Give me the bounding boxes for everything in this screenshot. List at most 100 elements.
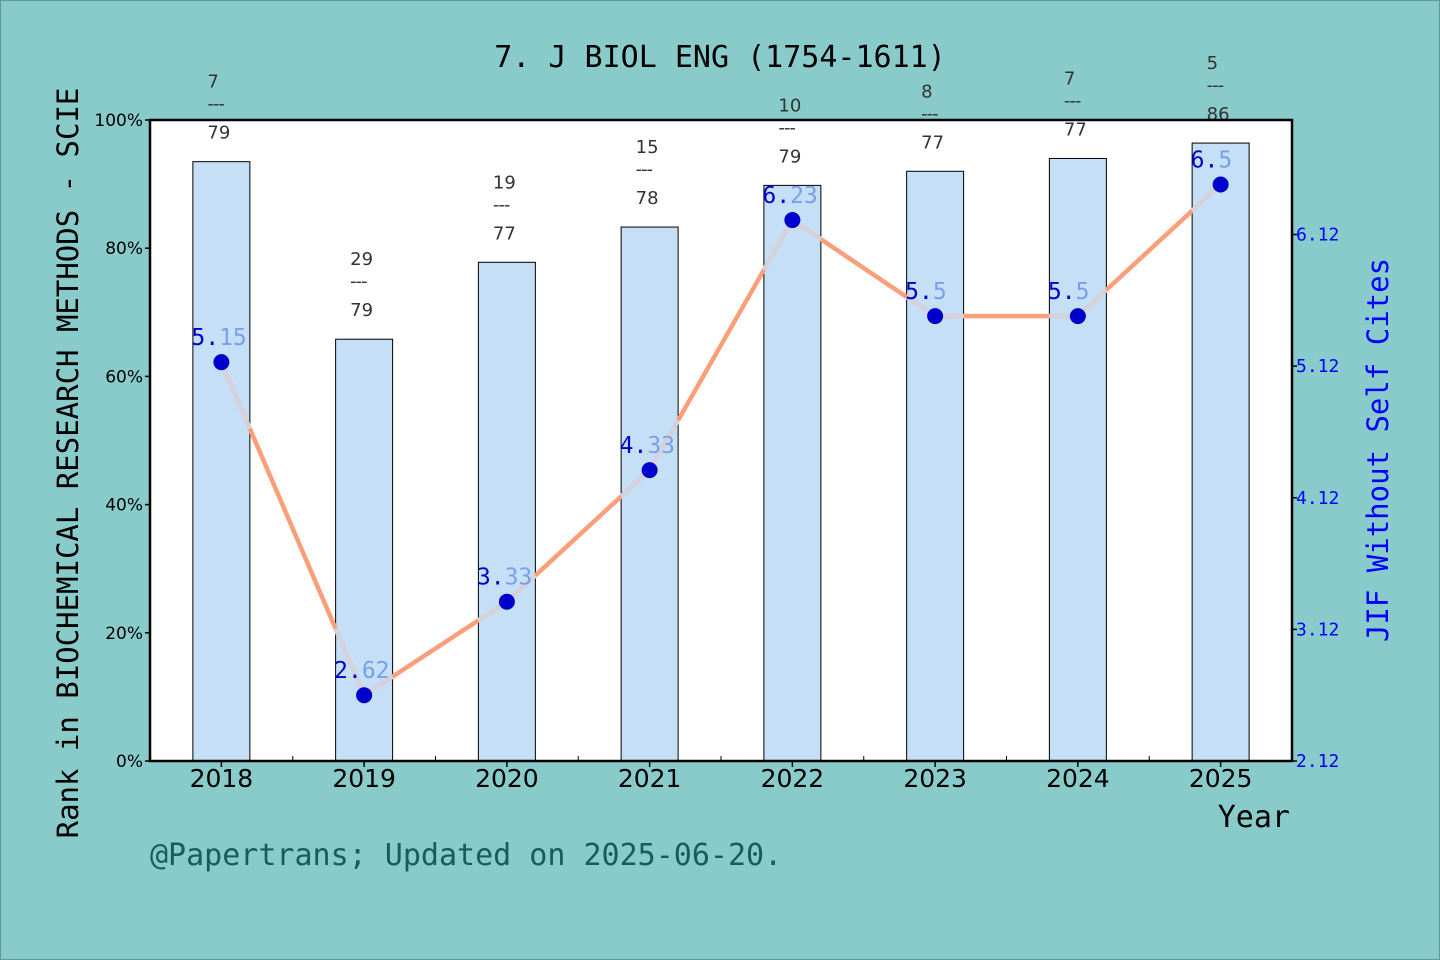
x-axis-label: Year xyxy=(1218,800,1290,835)
right-axis: 2.12 3.12 4.12 5.12 6.12 xyxy=(1292,225,1339,772)
jif-value-label: 5.5 xyxy=(905,279,947,305)
jif-line-overlap xyxy=(222,369,231,380)
left-tick-label: 60% xyxy=(105,367,143,387)
jif-line-overlap xyxy=(908,297,915,304)
jif-line-overlap xyxy=(237,402,245,414)
jif-line-overlap xyxy=(916,302,923,309)
jif-line-overlap xyxy=(816,234,823,242)
x-tick-label: 2018 xyxy=(190,764,254,793)
jif-line-overlap xyxy=(512,590,520,597)
x-tick-label: 2025 xyxy=(1189,764,1253,793)
rank-number: 19 xyxy=(493,172,516,193)
jif-line-overlap xyxy=(923,307,930,314)
jif-line-overlap xyxy=(377,681,384,688)
jif-line-overlap xyxy=(373,683,380,691)
jif-line-overlap xyxy=(808,230,816,237)
rank-total: 79 xyxy=(207,123,230,144)
rank-number: 15 xyxy=(636,137,659,158)
jif-line-overlap xyxy=(637,475,645,482)
left-tick-label: 20% xyxy=(105,624,143,644)
jif-line-overlap xyxy=(633,478,641,485)
jif-line-overlap xyxy=(1101,288,1108,295)
jif-line-overlap xyxy=(347,661,356,672)
jif-line-overlap xyxy=(226,377,235,389)
jif-line-overlap xyxy=(1194,202,1201,210)
rank-number: 8 xyxy=(921,81,932,102)
jif-line-overlap xyxy=(619,491,627,499)
x-tick-label: 2024 xyxy=(1046,764,1110,793)
x-axis: 2018 2019 2020 2021 2022 2023 2024 2025 xyxy=(190,756,1253,793)
rank-total: 77 xyxy=(1064,119,1087,140)
jif-value-label: 5.5 xyxy=(1048,279,1090,305)
rank-dashes: --- xyxy=(207,94,224,115)
jif-line-overlap xyxy=(487,609,494,616)
x-tick-label: 2021 xyxy=(618,764,682,793)
jif-line-overlap xyxy=(665,431,673,440)
jif-line-overlap xyxy=(233,394,242,405)
left-tick-label: 0% xyxy=(116,752,143,772)
jif-line-overlap xyxy=(491,606,498,613)
bar-2025 xyxy=(1191,142,1250,762)
jif-line-overlap xyxy=(526,577,534,584)
jif-value-label: 6.5 xyxy=(1191,147,1233,173)
rank-dashes: --- xyxy=(1207,75,1224,96)
jif-point-2020 xyxy=(498,593,515,610)
jif-line-overlap xyxy=(344,652,352,663)
rank-number: 5 xyxy=(1207,53,1218,74)
jif-line-overlap xyxy=(333,627,342,638)
jif-point-2019 xyxy=(356,687,373,704)
jif-line-overlap xyxy=(484,611,491,618)
jif-point-2018 xyxy=(213,354,230,371)
jif-line-overlap xyxy=(669,425,677,434)
jif-line-overlap xyxy=(630,481,637,489)
rank-total: 79 xyxy=(778,146,801,167)
left-axis: 0% 20% 40% 60% 80% 100% xyxy=(94,111,150,772)
rank-number: 29 xyxy=(350,249,373,270)
x-tick-label: 2023 xyxy=(903,764,967,793)
left-tick-label: 100% xyxy=(94,111,143,131)
jif-line-overlap xyxy=(654,450,663,459)
jif-line-overlap xyxy=(519,583,527,591)
jif-line-overlap xyxy=(384,676,391,684)
bar-2020 xyxy=(477,261,536,762)
jif-line-overlap xyxy=(477,616,484,623)
jif-line-overlap xyxy=(651,456,659,465)
jif-line-overlap xyxy=(783,225,791,234)
jif-line-overlap xyxy=(661,437,670,447)
jif-line-overlap xyxy=(905,295,912,302)
right-tick-label: 2.12 xyxy=(1296,751,1339,772)
jif-point-2025 xyxy=(1212,176,1229,193)
jif-line-overlap xyxy=(480,613,487,620)
rank-total: 77 xyxy=(493,223,516,244)
jif-value-label: 2.62 xyxy=(334,658,389,684)
jif-line-overlap xyxy=(530,573,537,581)
jif-line-overlap xyxy=(351,669,360,680)
jif-value-label: 6.23 xyxy=(762,183,817,209)
jif-line-overlap xyxy=(1208,189,1216,197)
jif-line-overlap xyxy=(1197,199,1205,206)
jif-line-overlap xyxy=(798,222,805,230)
rank-number: 7 xyxy=(1064,68,1075,89)
jif-line-overlap xyxy=(626,484,634,492)
jif-line-overlap xyxy=(340,644,349,655)
jif-value-label: 5.15 xyxy=(191,325,246,351)
rank-dashes: --- xyxy=(1064,90,1081,111)
jif-line-overlap xyxy=(919,304,926,311)
jif-line-overlap xyxy=(240,411,249,422)
jif-line-overlap xyxy=(370,686,377,693)
jif-line-overlap xyxy=(912,299,919,306)
rank-total: 77 xyxy=(921,132,944,153)
right-tick-label: 4.12 xyxy=(1296,488,1339,509)
jif-line-overlap xyxy=(337,636,345,647)
rank-total: 86 xyxy=(1207,104,1230,125)
jif-line-overlap xyxy=(354,677,363,688)
jif-line-overlap xyxy=(772,243,781,253)
left-axis-label: Rank in BIOCHEMICAL RESEARCH METHODS - S… xyxy=(51,88,85,839)
jif-point-2023 xyxy=(927,308,944,325)
right-tick-label: 6.12 xyxy=(1296,225,1339,246)
jif-line-overlap xyxy=(230,386,238,397)
x-tick-label: 2020 xyxy=(475,764,539,793)
jif-line-overlap xyxy=(516,586,523,594)
jif-line-overlap xyxy=(761,262,770,272)
